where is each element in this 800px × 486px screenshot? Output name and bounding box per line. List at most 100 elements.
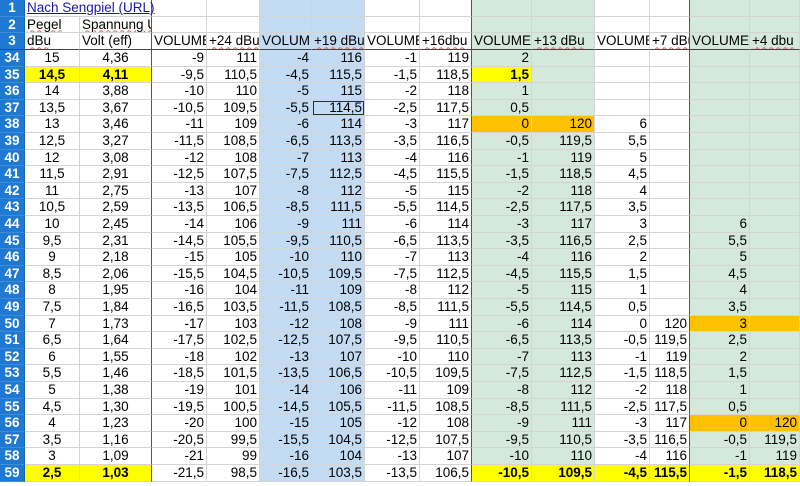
- cell-dbu-16[interactable]: 115: [420, 182, 472, 200]
- cell-pegel-dbu[interactable]: 6: [25, 348, 80, 366]
- cell-volume-24[interactable]: -19,5: [152, 398, 207, 416]
- cell-volume-24[interactable]: [152, 0, 207, 17]
- cell-dbu-24[interactable]: 106,5: [207, 199, 260, 216]
- cell-dbu-16[interactable]: 107,5: [420, 431, 472, 449]
- cell-dbu-4[interactable]: [750, 282, 800, 299]
- cell-dbu-4[interactable]: [750, 50, 800, 67]
- cell-dbu-19[interactable]: 112,5: [312, 166, 365, 183]
- cell-dbu-24[interactable]: +24 dBu: [207, 33, 260, 51]
- cell-volume-16[interactable]: -6: [365, 216, 420, 233]
- cell-dbu-4[interactable]: [750, 249, 800, 266]
- cell-dbu-16[interactable]: 113: [420, 249, 472, 266]
- row-number[interactable]: 47: [0, 265, 25, 283]
- cell-spannung-volt[interactable]: 2,91: [80, 166, 152, 183]
- row-number[interactable]: 2: [0, 16, 25, 34]
- cell-volume-13[interactable]: -3: [472, 216, 532, 233]
- cell-dbu-4[interactable]: 119: [750, 448, 800, 465]
- cell-spannung-volt[interactable]: 1,73: [80, 315, 152, 333]
- cell-dbu-4[interactable]: [750, 116, 800, 134]
- cell-volume-24[interactable]: -19: [152, 381, 207, 399]
- cell-volume-19[interactable]: -15: [260, 415, 312, 432]
- cell-spannung-volt[interactable]: 2,45: [80, 216, 152, 233]
- cell-dbu-24[interactable]: 98,5: [207, 464, 260, 482]
- cell-volume-24[interactable]: -16,5: [152, 298, 207, 316]
- cell-dbu-4[interactable]: [750, 265, 800, 283]
- row-number[interactable]: 39: [0, 133, 25, 150]
- cell-pegel-dbu[interactable]: 3: [25, 448, 80, 465]
- cell-pegel-dbu[interactable]: 5,5: [25, 365, 80, 382]
- cell-dbu-13[interactable]: +13 dBu: [532, 33, 595, 51]
- cell-dbu-19[interactable]: 111: [312, 216, 365, 233]
- cell-dbu-24[interactable]: 108,5: [207, 133, 260, 150]
- row-number[interactable]: 36: [0, 83, 25, 100]
- cell-pegel-dbu[interactable]: 4: [25, 415, 80, 432]
- cell-spannung-volt[interactable]: 2,75: [80, 182, 152, 200]
- cell-volume-19[interactable]: -4: [260, 50, 312, 67]
- cell-dbu-7[interactable]: 118,5: [650, 365, 690, 382]
- cell-volume-7[interactable]: -0,5: [595, 332, 650, 349]
- cell-spannung-volt[interactable]: 3,46: [80, 116, 152, 134]
- cell-volume-4[interactable]: -0,5: [690, 431, 750, 449]
- cell-volume-13[interactable]: -7: [472, 348, 532, 366]
- cell-volume-16[interactable]: -7: [365, 249, 420, 266]
- cell-dbu-19[interactable]: 111,5: [312, 199, 365, 216]
- cell-volume-16[interactable]: -5,5: [365, 199, 420, 216]
- cell-volume-13[interactable]: -6: [472, 315, 532, 333]
- row-number[interactable]: 50: [0, 315, 25, 333]
- cell-volume-16[interactable]: -4: [365, 149, 420, 167]
- cell-volume-4[interactable]: 2,5: [690, 332, 750, 349]
- cell-volume-19[interactable]: -13: [260, 348, 312, 366]
- cell-spannung-volt[interactable]: 2,59: [80, 199, 152, 216]
- cell-pegel-dbu[interactable]: 10: [25, 216, 80, 233]
- cell-volume-24[interactable]: -11,5: [152, 133, 207, 150]
- row-number[interactable]: 53: [0, 365, 25, 382]
- cell-volume-4[interactable]: [690, 133, 750, 150]
- cell-spannung-volt[interactable]: 4,11: [80, 66, 152, 84]
- cell-volume-4[interactable]: -1: [690, 448, 750, 465]
- cell-volume-24[interactable]: -17,5: [152, 332, 207, 349]
- cell-volume-4[interactable]: [690, 99, 750, 117]
- cell-volume-19[interactable]: -9,5: [260, 232, 312, 250]
- cell-volume-24[interactable]: -9: [152, 50, 207, 67]
- cell-volume-24[interactable]: -13: [152, 182, 207, 200]
- cell-volume-7[interactable]: 5: [595, 149, 650, 167]
- row-number[interactable]: 38: [0, 116, 25, 134]
- cell-volume-16[interactable]: -4,5: [365, 166, 420, 183]
- cell-pegel-dbu[interactable]: 9,5: [25, 232, 80, 250]
- row-number[interactable]: 56: [0, 415, 25, 432]
- cell-volume-13[interactable]: [472, 0, 532, 17]
- cell-volume-16[interactable]: -3,5: [365, 133, 420, 150]
- cell-volume-4[interactable]: 5,5: [690, 232, 750, 250]
- cell-dbu-4[interactable]: [750, 66, 800, 84]
- cell-dbu-24[interactable]: 105,5: [207, 232, 260, 250]
- cell-dbu-4[interactable]: [750, 298, 800, 316]
- cell-dbu-19[interactable]: 104: [312, 448, 365, 465]
- cell-volume-7[interactable]: 3,5: [595, 199, 650, 216]
- cell-spannung-volt[interactable]: 2,18: [80, 249, 152, 266]
- cell-spannung-volt[interactable]: 3,88: [80, 83, 152, 100]
- cell-volume-24[interactable]: -18,5: [152, 365, 207, 382]
- cell-dbu-16[interactable]: 108,5: [420, 398, 472, 416]
- row-number[interactable]: 59: [0, 464, 25, 482]
- cell-spannung-volt[interactable]: Volt (eff): [80, 33, 152, 51]
- cell-dbu-7[interactable]: 119: [650, 348, 690, 366]
- cell-dbu-19[interactable]: 110: [312, 249, 365, 266]
- cell-dbu-19[interactable]: 110,5: [312, 232, 365, 250]
- cell-pegel-dbu[interactable]: 5: [25, 381, 80, 399]
- cell-dbu-19[interactable]: 109,5: [312, 265, 365, 283]
- cell-dbu-19[interactable]: 108: [312, 315, 365, 333]
- row-number[interactable]: 42: [0, 182, 25, 200]
- cell-dbu-4[interactable]: [750, 398, 800, 416]
- cell-pegel-dbu[interactable]: 11: [25, 182, 80, 200]
- cell-pegel-dbu[interactable]: 12,5: [25, 133, 80, 150]
- cell-pegel-dbu[interactable]: 2,5: [25, 464, 80, 482]
- cell-volume-7[interactable]: 0: [595, 315, 650, 333]
- cell-volume-16[interactable]: -12,5: [365, 431, 420, 449]
- cell-dbu-16[interactable]: 112: [420, 282, 472, 299]
- cell-dbu-7[interactable]: [650, 249, 690, 266]
- cell-dbu-19[interactable]: 108,5: [312, 298, 365, 316]
- cell-volume-4[interactable]: [690, 50, 750, 67]
- cell-volume-7[interactable]: 5,5: [595, 133, 650, 150]
- cell-dbu-4[interactable]: [750, 332, 800, 349]
- cell-spannung-volt[interactable]: 1,16: [80, 431, 152, 449]
